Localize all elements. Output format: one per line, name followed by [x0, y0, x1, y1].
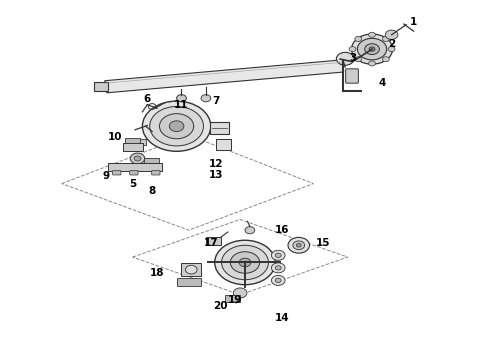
- Circle shape: [357, 39, 387, 60]
- Circle shape: [288, 237, 310, 253]
- FancyBboxPatch shape: [345, 69, 358, 83]
- Circle shape: [385, 30, 398, 40]
- Text: 3: 3: [349, 53, 356, 63]
- Circle shape: [382, 36, 389, 41]
- Text: 6: 6: [144, 94, 151, 104]
- Circle shape: [275, 253, 281, 257]
- FancyBboxPatch shape: [176, 278, 201, 286]
- Text: 10: 10: [108, 132, 123, 142]
- Text: 1: 1: [410, 17, 417, 27]
- Text: 7: 7: [212, 96, 220, 106]
- FancyBboxPatch shape: [94, 82, 108, 91]
- FancyBboxPatch shape: [135, 139, 146, 145]
- Circle shape: [293, 241, 305, 249]
- FancyBboxPatch shape: [144, 158, 159, 166]
- FancyBboxPatch shape: [181, 263, 201, 276]
- Text: 19: 19: [228, 295, 243, 305]
- Text: 20: 20: [213, 301, 228, 311]
- Circle shape: [271, 250, 285, 260]
- Text: 12: 12: [208, 159, 223, 169]
- Polygon shape: [105, 60, 343, 93]
- Text: 9: 9: [102, 171, 109, 181]
- Text: 13: 13: [208, 170, 223, 180]
- Circle shape: [351, 34, 392, 64]
- FancyBboxPatch shape: [216, 139, 231, 150]
- FancyBboxPatch shape: [210, 122, 229, 134]
- Circle shape: [130, 153, 145, 164]
- Text: 5: 5: [129, 179, 136, 189]
- Text: 16: 16: [274, 225, 289, 235]
- Circle shape: [355, 57, 362, 62]
- Circle shape: [275, 278, 281, 283]
- Circle shape: [230, 252, 260, 273]
- Circle shape: [349, 46, 356, 51]
- Circle shape: [275, 266, 281, 270]
- Circle shape: [143, 101, 211, 151]
- Circle shape: [215, 240, 275, 285]
- Text: 17: 17: [203, 238, 218, 248]
- Text: 2: 2: [388, 39, 395, 49]
- Text: 8: 8: [148, 186, 156, 196]
- FancyBboxPatch shape: [130, 171, 138, 175]
- Circle shape: [336, 52, 354, 65]
- Circle shape: [185, 265, 197, 274]
- Circle shape: [150, 107, 203, 146]
- Circle shape: [296, 243, 301, 247]
- Circle shape: [368, 61, 375, 66]
- Circle shape: [355, 36, 362, 41]
- Text: 11: 11: [174, 100, 189, 110]
- Circle shape: [271, 275, 285, 285]
- FancyBboxPatch shape: [206, 237, 220, 244]
- Circle shape: [159, 114, 194, 139]
- Circle shape: [239, 258, 251, 267]
- Text: 14: 14: [274, 313, 289, 323]
- Circle shape: [134, 156, 141, 161]
- Circle shape: [233, 288, 247, 298]
- FancyBboxPatch shape: [108, 163, 162, 171]
- FancyBboxPatch shape: [225, 296, 240, 302]
- Circle shape: [201, 95, 211, 102]
- Circle shape: [176, 95, 186, 102]
- Circle shape: [221, 245, 269, 280]
- Circle shape: [169, 121, 184, 132]
- Circle shape: [382, 57, 389, 62]
- FancyBboxPatch shape: [123, 143, 144, 151]
- FancyBboxPatch shape: [125, 138, 140, 143]
- Text: 4: 4: [378, 78, 386, 88]
- Circle shape: [365, 44, 379, 54]
- Circle shape: [271, 263, 285, 273]
- Circle shape: [245, 226, 255, 234]
- FancyBboxPatch shape: [113, 171, 121, 175]
- FancyBboxPatch shape: [152, 171, 160, 175]
- Text: 18: 18: [150, 268, 164, 278]
- Circle shape: [368, 32, 375, 37]
- Text: 15: 15: [316, 238, 330, 248]
- Circle shape: [388, 46, 395, 51]
- Circle shape: [369, 47, 375, 51]
